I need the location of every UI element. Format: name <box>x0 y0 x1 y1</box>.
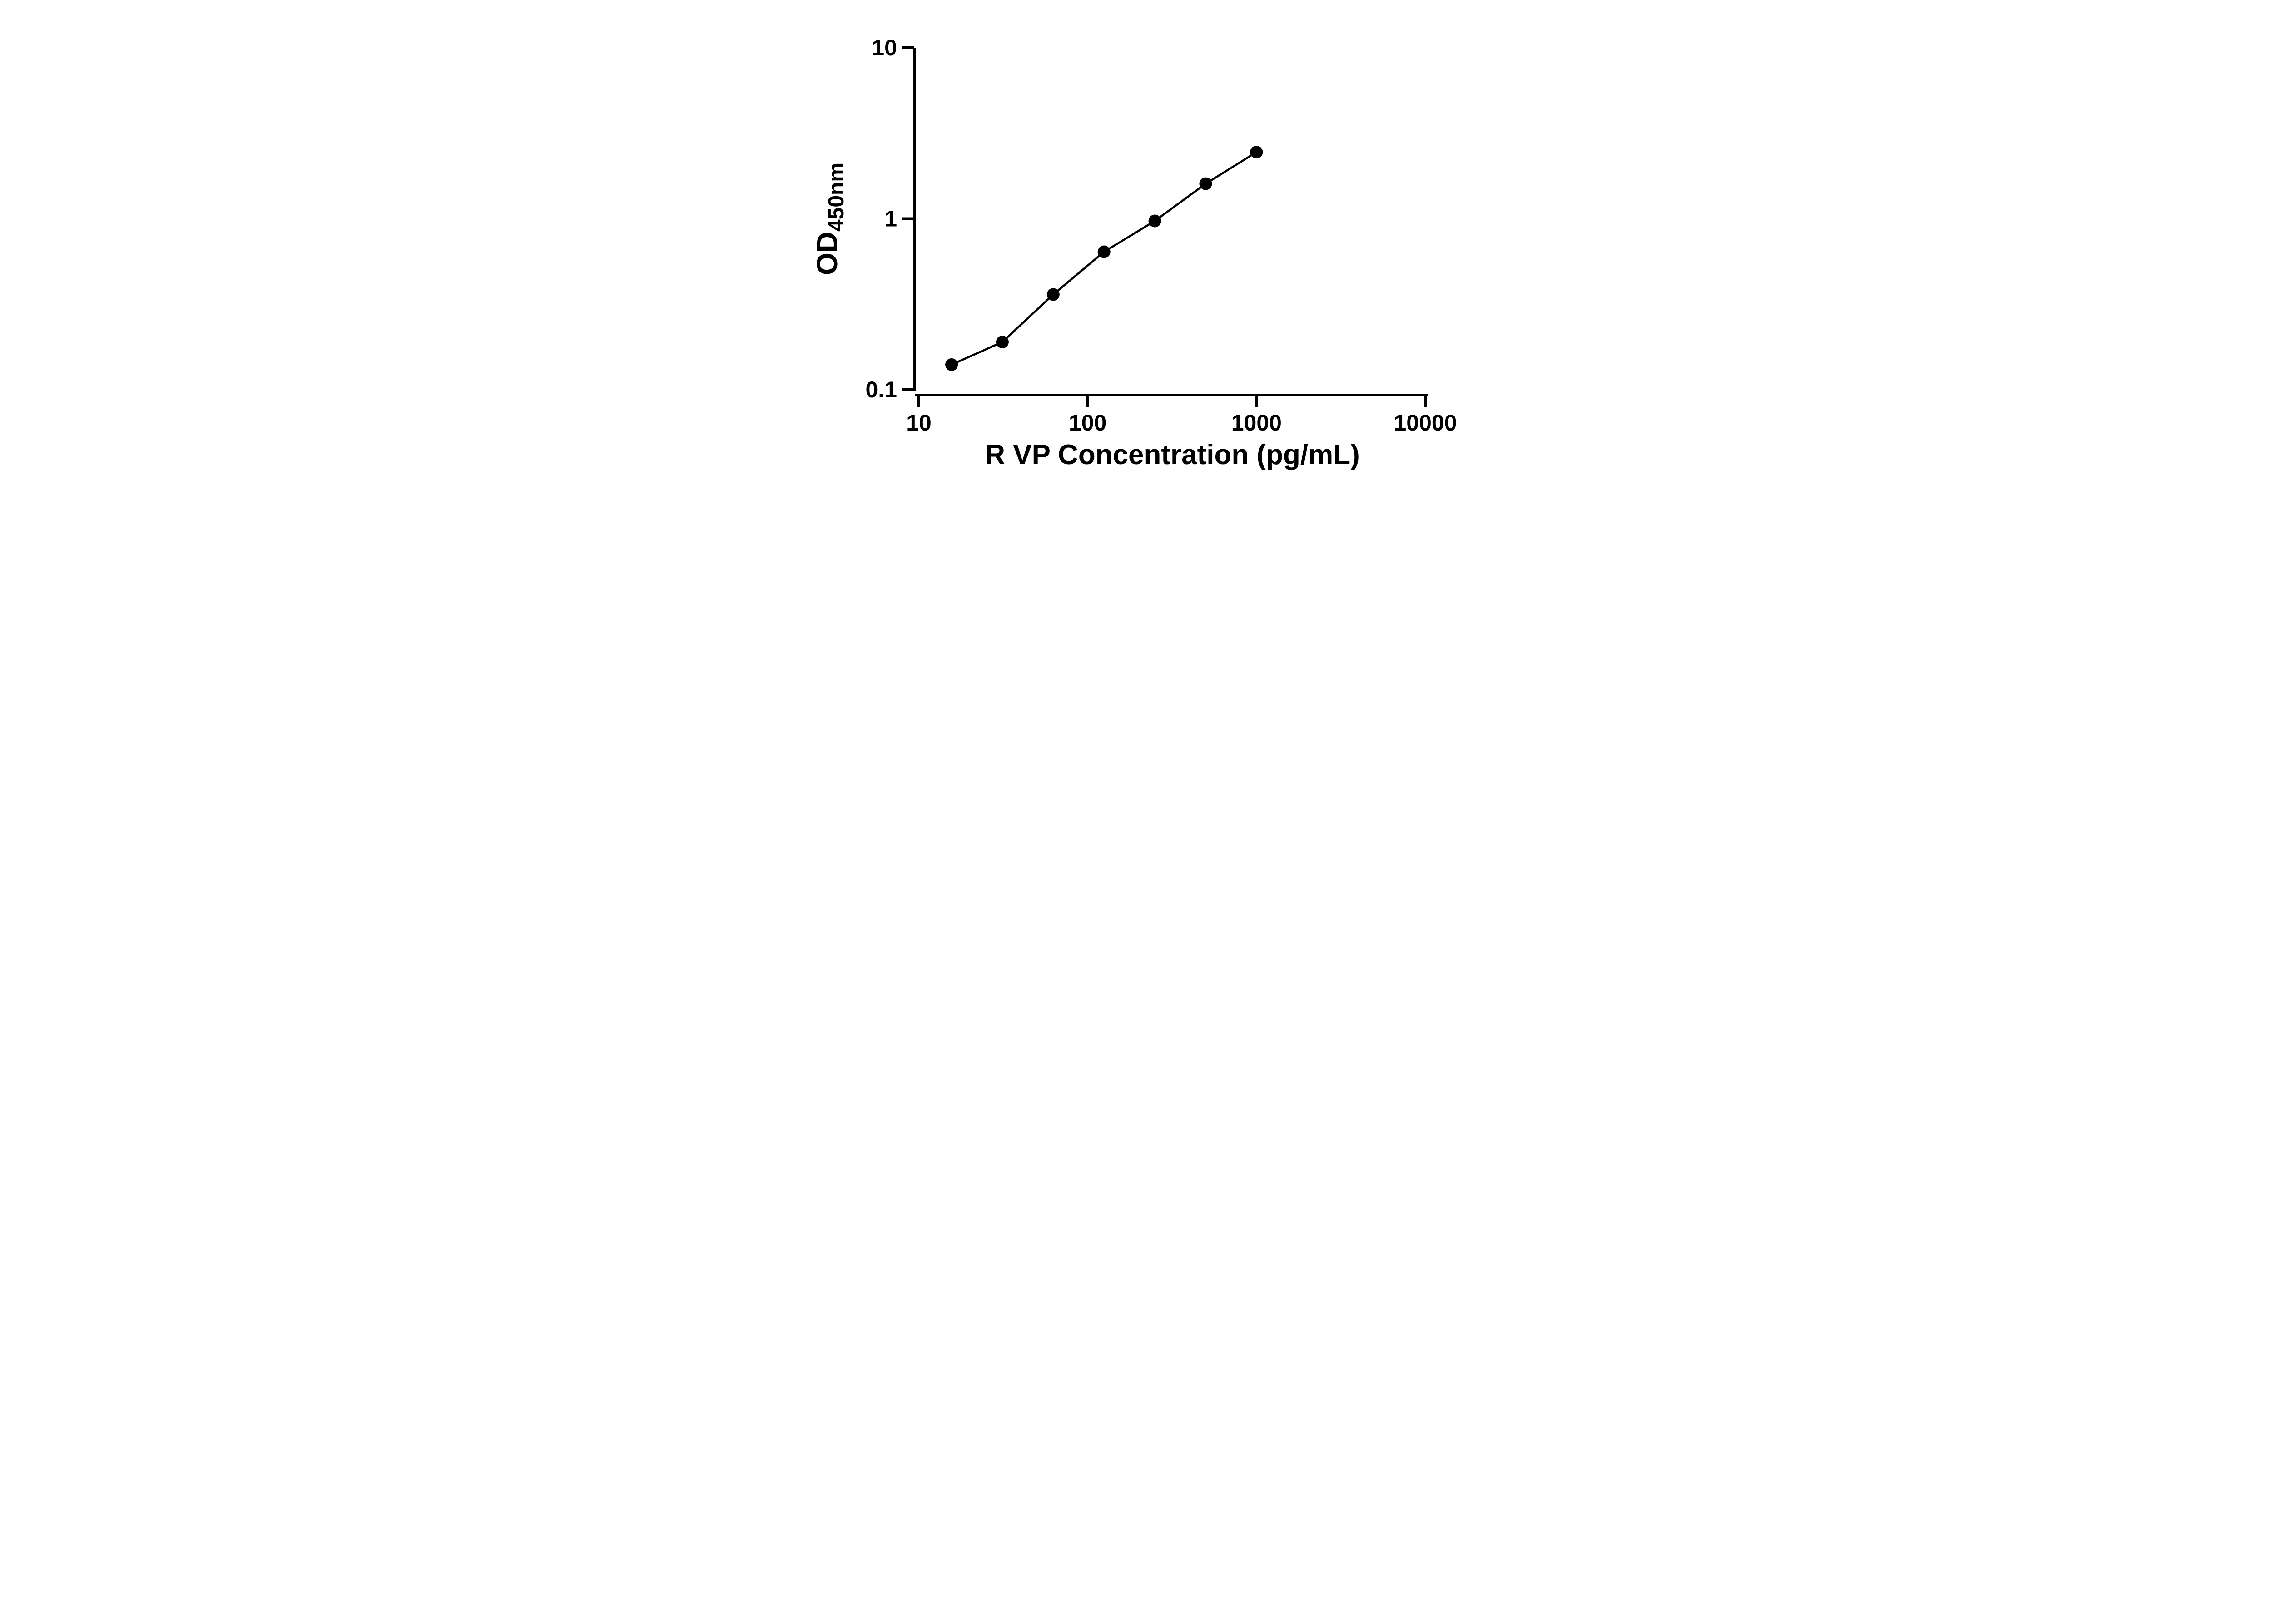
data-point <box>1046 288 1060 301</box>
y-tick-label: 10 <box>872 35 897 60</box>
data-point <box>1199 177 1212 190</box>
y-axis-title: OD450nm <box>811 163 848 275</box>
plot-area: 10 100 1000 10000 0.1 1 10 <box>865 35 1457 436</box>
data-point <box>1250 145 1263 158</box>
standard-curve-chart: 10 100 1000 10000 0.1 1 10 R VP Concentration … <box>792 0 1479 487</box>
y-tick-label: 0.1 <box>865 377 897 402</box>
x-tick-label: 10 <box>906 410 932 436</box>
y-axis-title-sub: 450nm <box>824 163 848 232</box>
y-axis-title-main: OD <box>811 232 843 275</box>
x-tick-label: 1000 <box>1231 410 1282 436</box>
chart-container: 10 100 1000 10000 0.1 1 10 R VP Concentration … <box>0 0 2271 487</box>
x-tick-label: 100 <box>1069 410 1106 436</box>
data-point <box>996 336 1009 349</box>
data-point <box>1148 214 1161 228</box>
data-point <box>1097 245 1111 258</box>
data-point <box>945 358 958 371</box>
x-axis-title: R VP Concentration (pg/mL) <box>985 439 1360 470</box>
x-tick-label: 10000 <box>1393 410 1457 436</box>
y-tick-label: 1 <box>884 206 897 232</box>
